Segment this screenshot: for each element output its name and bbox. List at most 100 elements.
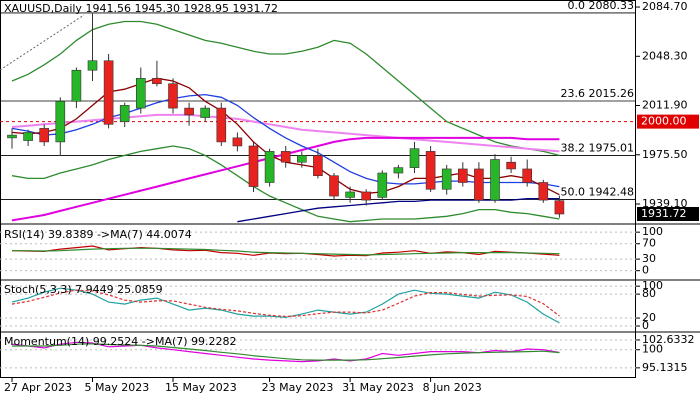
candle-body [296, 155, 307, 163]
candle-body [184, 107, 194, 116]
fib-label: 38.2 1975.01 [561, 141, 635, 154]
y-tick-label: 2048.30 [642, 49, 688, 62]
series-name: ->MA(7) [142, 335, 188, 348]
fib-ratio: 0.0 [568, 0, 586, 12]
candle-body [264, 151, 275, 183]
chart-title: XAUUSD,Daily [4, 2, 82, 15]
ohlc-high: 1945.30 [134, 2, 180, 15]
y-tick-label: 1939.10 [642, 197, 688, 210]
candle-body [119, 105, 130, 122]
candle-body [152, 78, 162, 85]
series-name: Momentum(14) [4, 335, 89, 348]
indicator-line [11, 113, 560, 153]
reference-tag [637, 114, 699, 129]
ohlc-open: 1941.56 [85, 2, 131, 15]
y-tick-label: 100 [642, 343, 663, 356]
y-tick-label: 2084.70 [642, 0, 688, 13]
fib-label: 50.0 1942.48 [561, 185, 635, 198]
candle-body [216, 107, 227, 143]
candle-body [23, 132, 33, 141]
candle-body [409, 148, 420, 168]
y-tick-label: 30 [642, 252, 656, 265]
fib-label: 0.0 2080.33 [568, 0, 635, 12]
candle-body [345, 191, 355, 198]
candle-body [200, 107, 210, 118]
fib-ratio: 23.6 [561, 87, 586, 100]
indicator-line [12, 343, 560, 361]
candle-body [393, 167, 404, 174]
indicator-line [11, 287, 560, 324]
fib-ratio: 38.2 [561, 141, 586, 154]
series-last-value: 99.2282 [191, 335, 237, 348]
candle-body [280, 151, 291, 163]
candle-body [168, 83, 178, 109]
series-last-value: 44.0074 [146, 228, 192, 241]
indicator-line [11, 289, 560, 318]
candle-body [103, 60, 114, 125]
series-name: Stoch(5,3,3) [4, 283, 72, 296]
candle-body [87, 60, 98, 71]
y-tick-label: 80 [642, 287, 656, 300]
series-last-value: 25.0859 [117, 283, 163, 296]
series-last-value: 99.2524 [93, 335, 139, 348]
candle-body [425, 151, 436, 190]
candle-body [313, 155, 323, 177]
candle-body [329, 175, 339, 197]
y-tick-label: 1975.50 [642, 148, 688, 161]
candle-body [55, 101, 66, 143]
frame [0, 0, 636, 378]
candle-body [457, 168, 468, 183]
candle-body [248, 145, 259, 187]
y-tick-label: 0 [642, 319, 649, 332]
fib-price: 2080.33 [589, 0, 635, 12]
candle-body [522, 168, 533, 183]
ohlc-close: 1931.72 [232, 2, 278, 15]
fib-price: 2015.26 [589, 87, 635, 100]
x-tick-label: 23 May 2023 [262, 381, 334, 394]
y-tick-label: 102.6332 [642, 333, 695, 346]
indicator-line [11, 93, 560, 188]
series-name: RSI(14) [4, 228, 44, 241]
y-tick-label: 70 [642, 237, 656, 250]
reference-label: 2000.00 [641, 115, 687, 128]
x-tick-label: 27 Apr 2023 [4, 381, 72, 394]
y-tick-label: 95.1315 [642, 361, 688, 374]
candle-body [554, 200, 565, 215]
indicator-line [11, 145, 560, 223]
fib-label: 23.6 2015.26 [561, 87, 635, 100]
price-label: 1931.72 [641, 207, 687, 220]
chart-header: XAUUSD,Daily 1941.56 1945.30 1928.95 193… [4, 2, 278, 15]
y-tick-label: 100 [642, 279, 663, 292]
panel-header: RSI(14) 39.8389 ->MA(7) 44.0074 [4, 228, 192, 241]
candle-body [232, 137, 243, 147]
indicator-line [12, 247, 560, 256]
panel-header: Stoch(5,3,3) 7.9449 25.0859 [4, 283, 163, 296]
x-tick-label: 5 May 2023 [85, 381, 150, 394]
candle-body [506, 161, 516, 170]
candle-body [7, 134, 17, 139]
indicator-line [11, 341, 560, 363]
y-tick-label: 0 [642, 264, 649, 277]
series-last-value: 39.8389 [48, 228, 94, 241]
x-tick-label: 8 Jun 2023 [423, 381, 482, 394]
indicator-line [11, 245, 560, 257]
fib-price: 1942.48 [589, 185, 635, 198]
ohlc-low: 1928.95 [183, 2, 229, 15]
candle-body [538, 182, 549, 201]
candle-body [71, 69, 82, 102]
fib-anchor [0, 14, 85, 71]
indicator-line [237, 198, 560, 223]
price-tag [637, 206, 699, 221]
series-last-value: 7.9449 [75, 283, 114, 296]
candle-body [474, 168, 484, 201]
fib-price: 1975.01 [589, 141, 635, 154]
candle-body [441, 168, 452, 190]
fib-ratio: 50.0 [561, 185, 586, 198]
y-tick-label: 100 [642, 225, 663, 238]
candle-body [136, 78, 146, 109]
candle-body [39, 128, 50, 143]
y-tick-label: 2011.90 [642, 99, 688, 112]
series-name: ->MA(7) [97, 228, 143, 241]
candle-body [377, 172, 388, 198]
